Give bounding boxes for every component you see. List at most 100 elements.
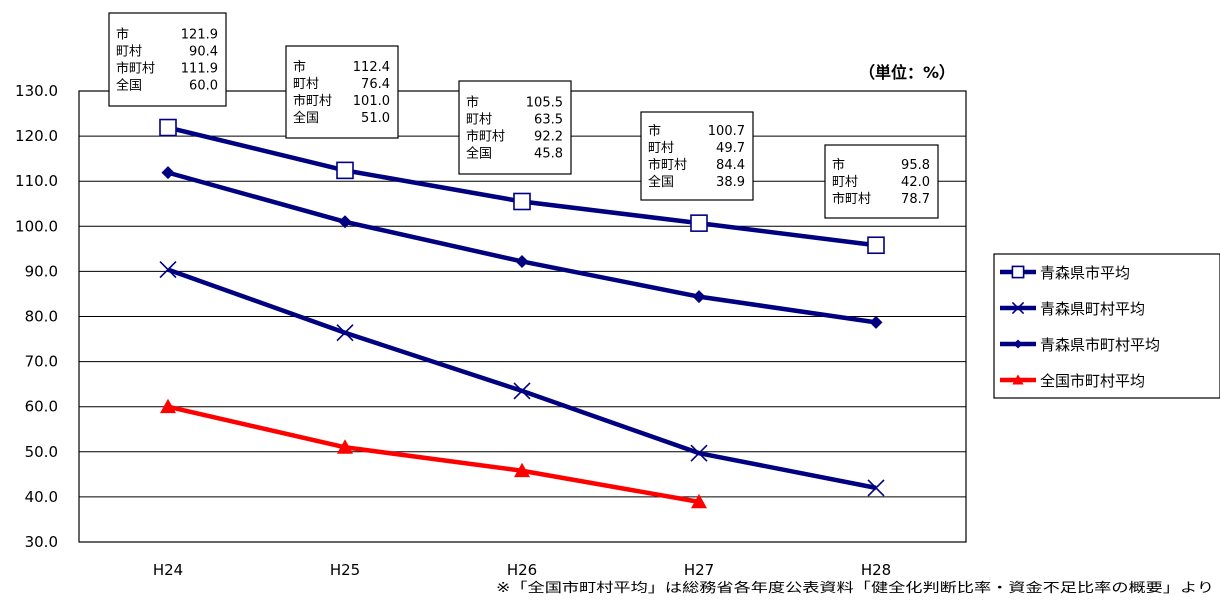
data-point-diamond	[869, 315, 883, 329]
data-point-cross	[513, 382, 531, 400]
data-point-cross	[1011, 301, 1025, 315]
annotation-value: 101.0	[353, 94, 390, 109]
data-point-cross	[867, 479, 885, 497]
y-tick-label: 40.0	[25, 488, 58, 506]
data-point-cross	[159, 261, 177, 279]
y-axis-tick-labels: 30.0 40.0 50.0 60.0 70.0 80.0 90.0 100.0 110.0 12…	[15, 82, 58, 551]
x-tick-label: H28	[861, 561, 891, 579]
annotation-label: 全国	[293, 110, 319, 126]
annotation-value: 84.4	[716, 158, 745, 173]
series-line	[159, 261, 885, 497]
annotation-label: 全国	[116, 78, 142, 94]
y-tick-label: 130.0	[15, 82, 58, 100]
annotation-value: 76.4	[361, 77, 390, 92]
x-tick-label: H27	[684, 561, 714, 579]
legend-entry: 青森県市町村平均	[1000, 336, 1160, 354]
data-point-square	[867, 236, 885, 255]
legend-label: 青森県市平均	[1040, 264, 1130, 282]
y-tick-label: 80.0	[25, 308, 58, 326]
annotation-box: 市 112.4 町村 76.4 市町村 101.0 全国 51.0	[285, 45, 399, 139]
data-point-square	[690, 214, 708, 232]
legend-label: 青森県市町村平均	[1040, 336, 1160, 354]
x-tick-label: H26	[507, 561, 537, 579]
y-tick-label: 60.0	[25, 398, 58, 416]
annotation-label: 市町村	[648, 157, 687, 173]
legend-entry: 全国市町村平均	[1000, 372, 1145, 390]
y-tick-label: 90.0	[25, 262, 58, 280]
y-tick-label: 100.0	[15, 217, 58, 235]
annotation-frame	[458, 80, 572, 175]
annotation-label: 町村	[466, 113, 492, 128]
y-tick-label: 70.0	[25, 353, 58, 371]
annotation-value: 121.9	[181, 28, 218, 43]
annotation-value: 90.4	[189, 45, 218, 60]
annotation-value: 112.4	[353, 60, 390, 75]
annotation-label: 市	[648, 123, 661, 139]
annotation-value: 38.9	[716, 175, 745, 190]
series-path	[167, 404, 700, 505]
data-point-triangle	[1012, 374, 1024, 385]
annotation-label: 市町村	[832, 191, 871, 207]
annotation-frame	[108, 12, 227, 107]
annotation-value: 51.0	[361, 111, 390, 126]
unit-label: （単位：%）	[859, 63, 955, 82]
annotation-label: 市町村	[466, 129, 505, 145]
annotation-frame	[824, 144, 939, 219]
data-point-diamond	[161, 166, 175, 180]
annotation-value: 49.7	[716, 141, 745, 156]
annotation-label: 町村	[648, 141, 674, 156]
data-point-diamond	[515, 254, 529, 268]
annotation-label: 町村	[293, 77, 319, 92]
series-line	[160, 398, 707, 509]
annotation-value: 95.8	[901, 158, 930, 173]
data-point-square	[513, 192, 531, 211]
data-point-square	[159, 118, 177, 137]
data-point-triangle	[514, 462, 530, 478]
annotation-box: 市 95.8 町村 42.0 市町村 78.7	[824, 144, 939, 219]
annotation-value: 42.0	[901, 175, 930, 190]
annotation-value: 100.7	[708, 124, 745, 139]
data-point-cross	[336, 324, 354, 342]
x-tick-label: H25	[330, 561, 360, 579]
source-note: ※「全国市町村平均」は総務省各年度公表資料「健全化判断比率・資金不足比率の概要」…	[496, 580, 1214, 596]
y-tick-label: 120.0	[15, 127, 58, 145]
data-point-diamond	[1013, 339, 1023, 349]
annotation-label: 市町村	[116, 61, 155, 77]
annotation-label: 町村	[832, 175, 858, 190]
annotation-value: 105.5	[526, 96, 563, 111]
series-path	[167, 267, 877, 491]
annotation-frame	[640, 111, 754, 201]
annotation-box: 市 121.9 町村 90.4 市町村 111.9 全国 60.0	[108, 12, 227, 107]
legend-label: 青森県町村平均	[1040, 300, 1145, 318]
y-tick-label: 50.0	[25, 443, 58, 461]
annotation-label: 全国	[648, 174, 674, 190]
data-point-triangle	[337, 439, 353, 454]
data-point-diamond	[692, 290, 706, 304]
data-point-square	[1011, 265, 1025, 279]
y-tick-label: 30.0	[25, 533, 58, 551]
x-tick-label: H24	[153, 561, 183, 579]
x-axis-tick-labels: H24 H25 H26 H27 H28	[153, 561, 891, 579]
annotation-label: 市	[466, 95, 479, 111]
data-point-triangle	[691, 493, 707, 509]
annotation-value: 63.5	[534, 113, 563, 128]
legend-entry: 青森県町村平均	[1000, 300, 1145, 318]
annotation-label: 全国	[466, 146, 492, 162]
annotation-value: 78.7	[901, 192, 930, 207]
legend-frame	[993, 253, 1220, 399]
data-point-cross	[690, 444, 708, 462]
annotation-value: 92.2	[534, 130, 563, 145]
annotation-frame	[285, 45, 399, 139]
y-tick-label: 110.0	[15, 172, 58, 190]
data-point-triangle	[160, 398, 176, 414]
annotation-label: 市	[293, 59, 306, 75]
annotation-value: 45.8	[534, 147, 563, 162]
data-point-square	[336, 161, 354, 180]
annotation-label: 町村	[116, 45, 142, 60]
data-point-diamond	[338, 215, 352, 229]
legend-entry: 青森県市平均	[1000, 264, 1130, 282]
series-line	[161, 166, 883, 329]
